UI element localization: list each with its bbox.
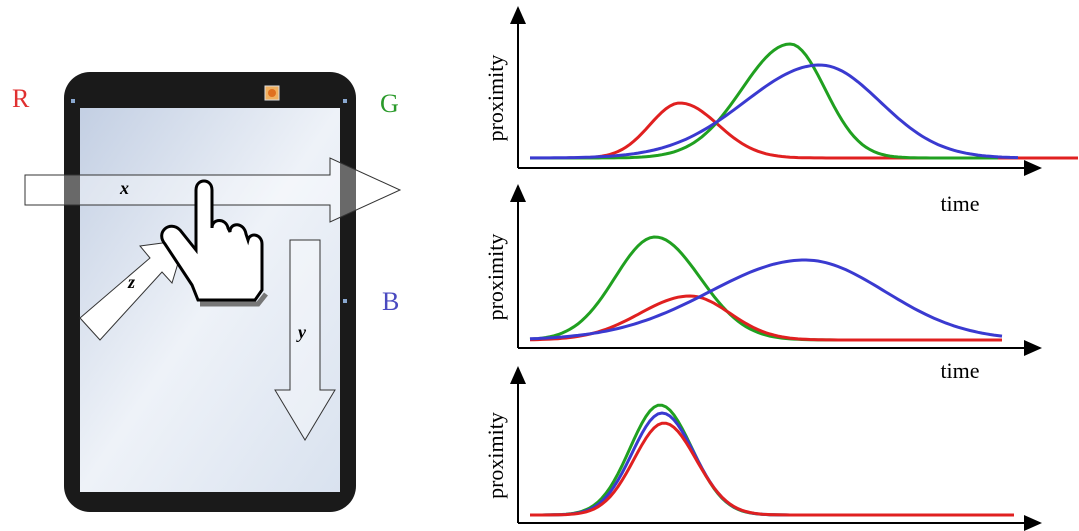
proximity-curve — [530, 413, 1014, 515]
y-axis-label: proximity — [483, 412, 508, 499]
figure: R G B x y z proximity time proximity time pr… — [0, 0, 1079, 531]
proximity-curve — [530, 237, 1002, 340]
proximity-curve — [530, 103, 1078, 158]
x-axis-label: time — [940, 358, 979, 383]
y-axis-label: proximity — [483, 234, 508, 321]
z-label: z — [127, 272, 135, 292]
x-axis-label: time — [940, 191, 979, 216]
x-label: x — [119, 178, 129, 198]
proximity-curve — [530, 65, 1018, 158]
y-label: y — [296, 322, 307, 342]
y-axis-label: proximity — [483, 55, 508, 142]
r-label: R — [12, 84, 30, 113]
g-label: G — [380, 89, 399, 118]
b-label: B — [382, 287, 399, 316]
